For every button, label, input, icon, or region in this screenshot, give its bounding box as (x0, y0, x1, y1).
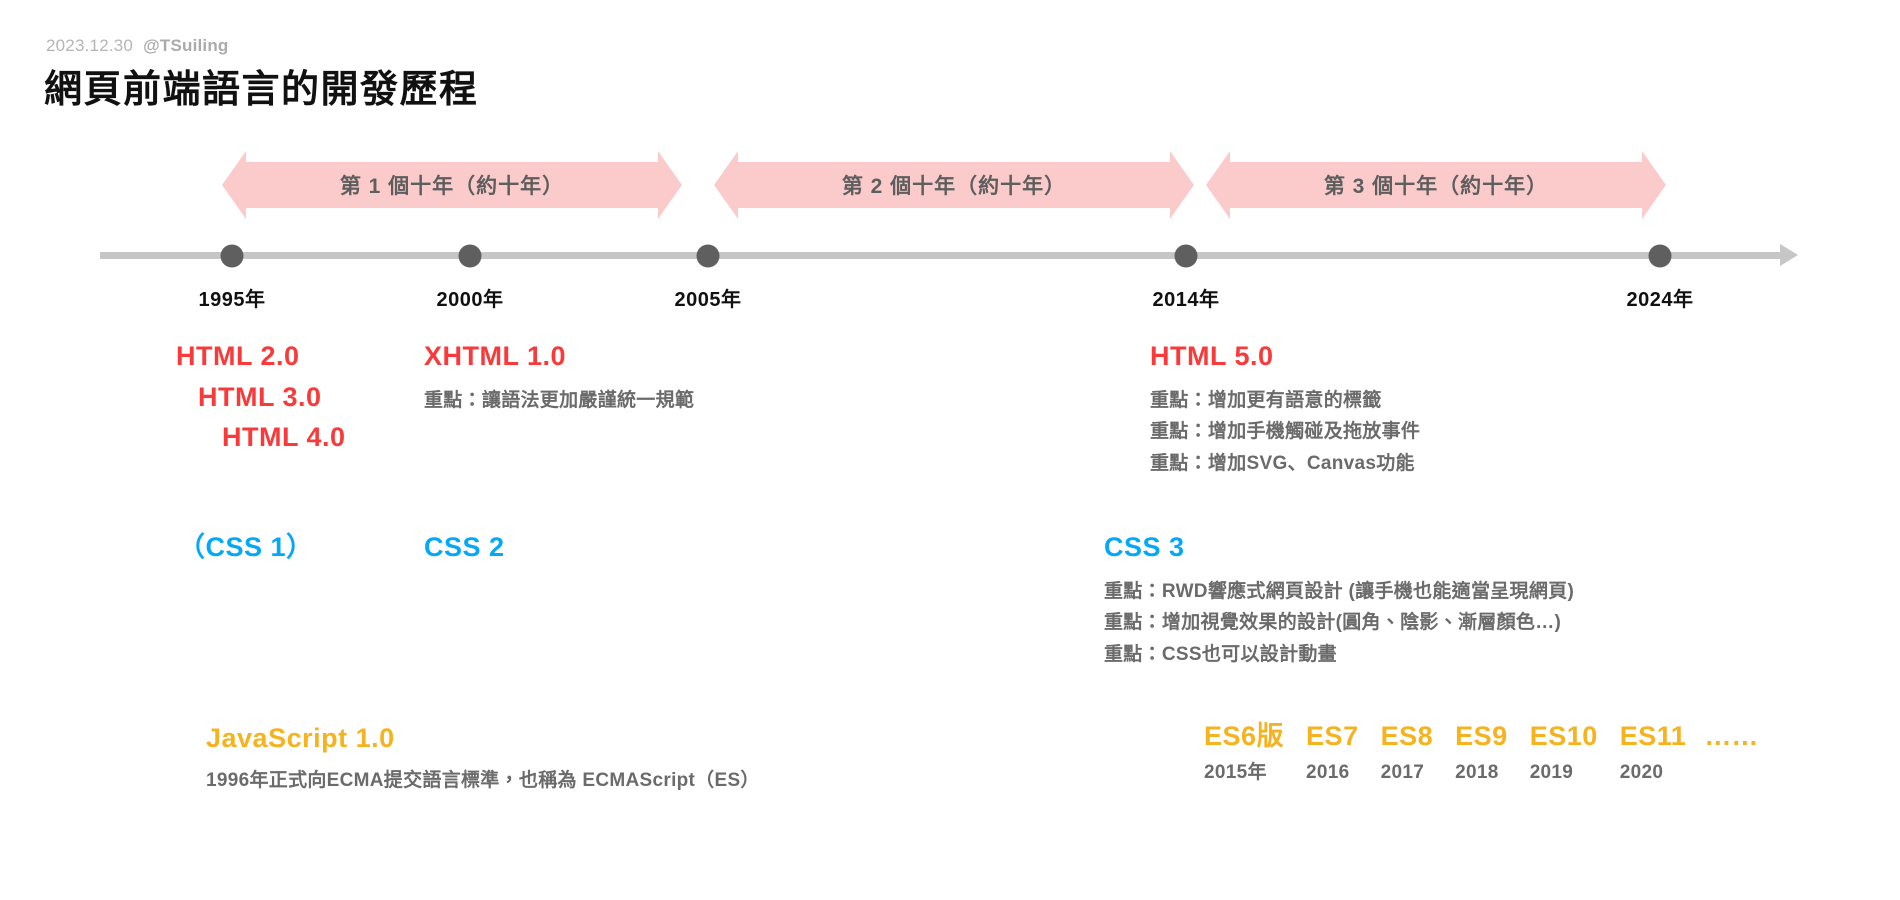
css3-title: CSS 3 (1104, 532, 1185, 562)
arrow-tail-left-icon (1206, 151, 1230, 219)
arrow-head-right-icon (1642, 151, 1666, 219)
ecmascript-year: 2015年 (1204, 762, 1267, 784)
ecmascript-ellipsis: …… (1704, 721, 1759, 751)
javascript-title: JavaScript 1.0 (206, 723, 395, 753)
ecmascript-year: 2019 (1529, 762, 1574, 784)
ecmascript-item: ES8 2017 (1381, 718, 1434, 788)
html-version-4-label: HTML 4.0 (222, 422, 346, 452)
css3-note-2: 重點：增加視覺效果的設計(圓角、陰影、漸層顏色…) (1104, 612, 1562, 634)
html5-note-2: 重點：增加手機觸碰及拖放事件 (1150, 421, 1421, 443)
arrow-tail-left-icon (222, 151, 246, 219)
ecmascript-item: ES10 2019 (1530, 718, 1598, 788)
ecmascript-year: 2016 (1306, 762, 1350, 784)
timeline-axis (100, 252, 1780, 259)
xhtml-note: 重點：讓語法更加嚴謹統一規範 (424, 389, 695, 411)
ecmascript-year: 2017 (1380, 762, 1425, 784)
ecmascript-name: ES6版 (1204, 721, 1285, 751)
javascript-note: 1996年正式向ECMA提交語言標準，也稱為 ECMAScript（ES） (206, 769, 760, 791)
timeline-node-dot (1648, 244, 1672, 268)
ecmascript-name: ES7 (1306, 721, 1359, 751)
html-version-3-label: HTML 3.0 (198, 381, 322, 412)
html5-block: HTML 5.0 重點：增加更有語意的標籤 重點：增加手機觸碰及拖放事件 重點：… (1150, 336, 1420, 480)
ecmascript-name: ES11 (1619, 721, 1687, 751)
timeline-node-dot (458, 244, 482, 268)
css3-block: CSS 3 重點：RWD響應式網頁設計 (讓手機也能適當呈現網頁) 重點：增加視… (1104, 527, 1574, 671)
css3-note-1: 重點：RWD響應式網頁設計 (讓手機也能適當呈現網頁) (1104, 580, 1575, 602)
ecmascript-versions-block: ES6版 2015年 ES7 2016 ES8 2017 ES9 2018 ES… (1204, 718, 1758, 788)
timeline-year-label: 2005年 (674, 289, 742, 311)
decade-arrow-2: 第 2 個十年（約十年） (714, 151, 1194, 219)
arrow-head-right-icon (1170, 151, 1194, 219)
decade-arrow-3: 第 3 個十年（約十年） (1206, 151, 1666, 219)
ecmascript-item: ES9 2018 (1455, 718, 1508, 788)
timeline-arrow-head-icon (1780, 244, 1798, 266)
timeline-node-dot (1174, 244, 1198, 268)
timeline-node-dot (220, 244, 244, 268)
javascript-block: JavaScript 1.0 1996年正式向ECMA提交語言標準，也稱為 EC… (206, 718, 760, 796)
css2-block: CSS 2 (424, 527, 505, 568)
author-handle: @TSuiling (143, 36, 229, 55)
decade-arrow-1: 第 1 個十年（約十年） (222, 151, 682, 219)
xhtml-block: XHTML 1.0 重點：讓語法更加嚴謹統一規範 (424, 336, 694, 416)
xhtml-title: XHTML 1.0 (424, 341, 567, 371)
ecmascript-year: 2020 (1619, 762, 1664, 784)
css3-note-3: 重點：CSS也可以設計動畫 (1104, 644, 1337, 666)
timeline-node-dot (696, 244, 720, 268)
timeline-year-label: 1995年 (198, 289, 266, 311)
decade-label: 第 2 個十年（約十年） (841, 175, 1067, 198)
ecmascript-item: ES7 2016 (1306, 718, 1359, 788)
timeline-year-label: 2000年 (436, 289, 504, 311)
page-title: 網頁前端語言的開發歷程 (44, 69, 479, 111)
html-early-versions-block: HTML 2.0 HTML 3.0 HTML 4.0 (176, 336, 346, 458)
ecmascript-year: 2018 (1455, 762, 1499, 784)
css2-title: CSS 2 (424, 532, 505, 562)
html-version-2-label: HTML 2.0 (176, 341, 300, 371)
decade-label: 第 1 個十年（約十年） (339, 175, 565, 198)
html5-title: HTML 5.0 (1150, 341, 1274, 371)
html5-note-3: 重點：增加SVG、Canvas功能 (1150, 453, 1415, 475)
css1-title: （CSS 1） (178, 532, 314, 562)
arrow-tail-left-icon (714, 151, 738, 219)
ecmascript-item: ES11 2020 (1620, 718, 1687, 788)
decade-label: 第 3 個十年（約十年） (1323, 175, 1549, 198)
ecmascript-name: ES9 (1455, 721, 1508, 751)
arrow-head-right-icon (658, 151, 682, 219)
meta-line: 2023.12.30 @TSuiling (46, 36, 229, 56)
html5-note-1: 重點：增加更有語意的標籤 (1150, 389, 1382, 411)
timeline-year-label: 2024年 (1626, 289, 1694, 311)
ecmascript-item: ES6版 2015年 (1204, 718, 1284, 788)
ecmascript-name: ES8 (1380, 721, 1434, 751)
publish-date: 2023.12.30 (46, 36, 134, 55)
ecmascript-name: ES10 (1529, 721, 1598, 751)
css1-block: （CSS 1） (178, 527, 314, 568)
timeline-year-label: 2014年 (1152, 289, 1220, 311)
